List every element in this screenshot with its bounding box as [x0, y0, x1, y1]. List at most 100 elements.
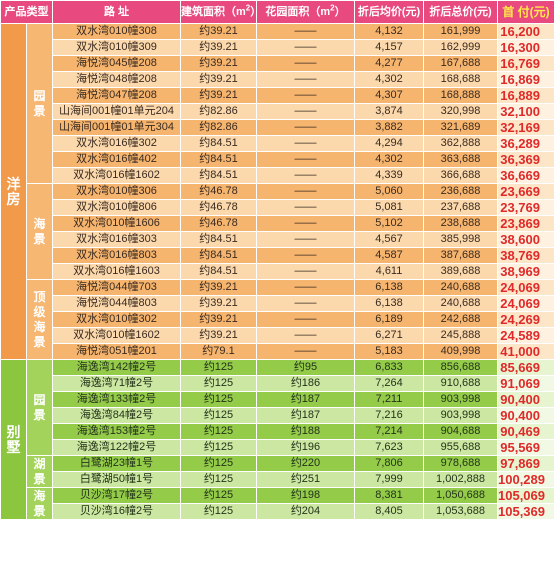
down-payment-cell: 41,000: [497, 343, 554, 360]
area-cell: 约84.51: [180, 231, 257, 248]
area-cell: 约82.86: [180, 103, 257, 120]
area-cell: 约84.51: [180, 167, 257, 184]
address-cell: 双水湾010幢306: [52, 183, 181, 200]
header-area-text: 建筑面积（m: [181, 6, 246, 18]
total-price-cell: 236,688: [423, 183, 498, 200]
garden-cell: ——: [256, 167, 355, 184]
address-cell: 双水湾016幢803: [52, 247, 181, 264]
total-price-cell: 903,998: [423, 407, 498, 424]
table-row: 海逸湾122幢2号 约125 约196 7,623 955,688 95,569: [1, 439, 554, 456]
total-price-cell: 387,688: [423, 247, 498, 264]
unit-price-cell: 7,214: [354, 423, 424, 440]
area-cell: 约125: [180, 391, 257, 408]
table-row: 山海间001幢01单元304 约82.86 —— 3,882 321,689 32,169: [1, 119, 554, 136]
table-row: 海逸湾84幢2号 约125 约187 7,216 903,998 90,400: [1, 407, 554, 424]
garden-cell: 约220: [256, 455, 355, 472]
garden-cell: 约204: [256, 503, 355, 520]
unit-price-cell: 3,874: [354, 103, 424, 120]
price-table: 产品类型 路 址 建筑面积（m2） 花园面积（m2） 折后均价(元) 折后总价(…: [0, 0, 554, 520]
total-price-cell: 903,998: [423, 391, 498, 408]
address-cell: 山海间001幢01单元204: [52, 103, 181, 120]
area-cell: 约125: [180, 487, 257, 504]
address-cell: 双水湾016幢302: [52, 135, 181, 152]
garden-cell: 约95: [256, 359, 355, 376]
address-cell: 贝沙湾16幢2号: [52, 503, 181, 520]
garden-cell: ——: [256, 247, 355, 264]
table-row: 海逸湾153幢2号 约125 约188 7,214 904,688 90,469: [1, 423, 554, 440]
unit-price-cell: 6,833: [354, 359, 424, 376]
total-price-cell: 955,688: [423, 439, 498, 456]
garden-cell: 约198: [256, 487, 355, 504]
area-cell: 约125: [180, 455, 257, 472]
total-price-cell: 1,050,688: [423, 487, 498, 504]
down-payment-cell: 95,569: [497, 439, 554, 456]
table-row: 湖景 白鹭湖23幢1号 约125 约220 7,806 978,688 97,869: [1, 455, 554, 488]
address-cell: 白鹭湖23幢1号: [52, 455, 181, 472]
address-cell: 双水湾010幢308: [52, 23, 181, 40]
down-payment-cell: 38,769: [497, 247, 554, 264]
garden-cell: ——: [256, 279, 355, 296]
down-payment-cell: 36,669: [497, 167, 554, 184]
garden-cell: 约251: [256, 471, 355, 488]
address-cell: 海逸湾84幢2号: [52, 407, 181, 424]
address-cell: 贝沙湾17幢2号: [52, 487, 181, 504]
unit-price-cell: 7,216: [354, 407, 424, 424]
area-cell: 约125: [180, 359, 257, 376]
header-down-payment: 首 付(元): [497, 0, 554, 24]
down-payment-cell: 90,469: [497, 423, 554, 440]
unit-price-cell: 7,264: [354, 375, 424, 392]
address-cell: 海悦湾044幢803: [52, 295, 181, 312]
table-row: 海悦湾048幢208 约39.21 —— 4,302 168,688 16,869: [1, 71, 554, 88]
area-cell: 约125: [180, 439, 257, 456]
total-price-cell: 240,688: [423, 279, 498, 296]
area-cell: 约39.21: [180, 39, 257, 56]
table-row: 海悦湾047幢208 约39.21 —— 4,307 168,888 16,889: [1, 87, 554, 104]
header-garden-suffix: ）: [334, 6, 346, 18]
table-row: 海悦湾051幢201 约79.1 —— 5,183 409,998 41,000: [1, 343, 554, 360]
garden-cell: ——: [256, 87, 355, 104]
down-payment-cell: 105,369: [497, 503, 554, 520]
garden-cell: 约187: [256, 407, 355, 424]
down-payment-cell: 32,169: [497, 119, 554, 136]
table-row: 双水湾010幢1606 约46.78 —— 5,102 238,688 23,869: [1, 215, 554, 232]
down-payment-cell: 23,869: [497, 215, 554, 232]
total-price-cell: 242,688: [423, 311, 498, 328]
total-price-cell: 389,688: [423, 263, 498, 280]
area-cell: 约84.51: [180, 135, 257, 152]
unit-price-cell: 7,806: [354, 455, 424, 472]
down-payment-cell: 91,069: [497, 375, 554, 392]
total-price-cell: 238,688: [423, 215, 498, 232]
unit-price-cell: 8,381: [354, 487, 424, 504]
garden-cell: 约187: [256, 391, 355, 408]
address-cell: 白鹭湖50幢1号: [52, 471, 181, 488]
subcategory-cell: 湖景: [26, 455, 53, 488]
header-total-price: 折后总价(元): [423, 0, 498, 24]
area-cell: 约39.21: [180, 55, 257, 72]
garden-cell: ——: [256, 199, 355, 216]
table-row: 海景 双水湾010幢306 约46.78 —— 5,060 236,688 23,669: [1, 183, 554, 280]
garden-cell: 约186: [256, 375, 355, 392]
address-cell: 海逸湾71幢2号: [52, 375, 181, 392]
unit-price-cell: 4,611: [354, 263, 424, 280]
garden-cell: ——: [256, 295, 355, 312]
table-row: 洋房 园景 双水湾010幢308 约39.21 —— 4,132 161,999 16,200: [0, 23, 554, 360]
total-price-cell: 237,688: [423, 199, 498, 216]
down-payment-cell: 90,400: [497, 407, 554, 424]
total-price-cell: 162,999: [423, 39, 498, 56]
area-cell: 约125: [180, 375, 257, 392]
unit-price-cell: 4,157: [354, 39, 424, 56]
total-price-cell: 168,688: [423, 71, 498, 88]
area-cell: 约125: [180, 423, 257, 440]
address-cell: 海悦湾045幢208: [52, 55, 181, 72]
down-payment-cell: 38,969: [497, 263, 554, 280]
address-cell: 双水湾010幢806: [52, 199, 181, 216]
garden-cell: ——: [256, 263, 355, 280]
area-cell: 约84.51: [180, 247, 257, 264]
unit-price-cell: 6,271: [354, 327, 424, 344]
unit-price-cell: 4,567: [354, 231, 424, 248]
table-row: 双水湾016幢302 约84.51 —— 4,294 362,888 36,289: [1, 135, 554, 152]
total-price-cell: 366,688: [423, 167, 498, 184]
subcategory-cell: 海景: [26, 183, 53, 280]
header-area: 建筑面积（m2）: [180, 0, 257, 24]
address-cell: 双水湾016幢303: [52, 231, 181, 248]
